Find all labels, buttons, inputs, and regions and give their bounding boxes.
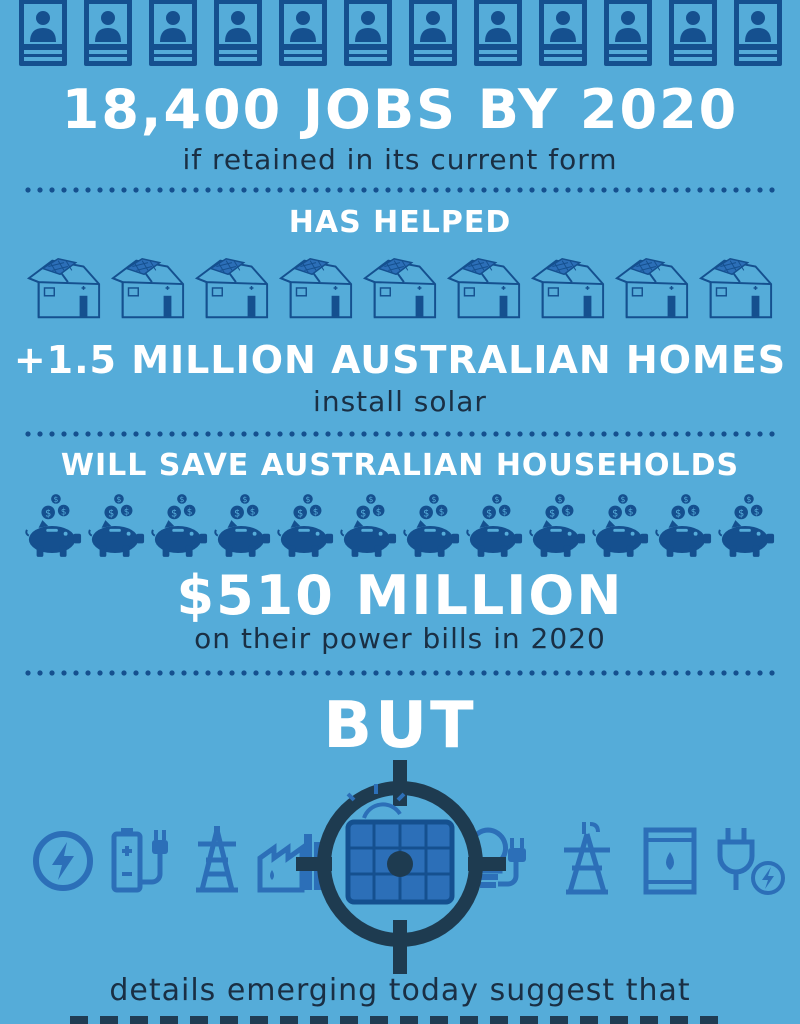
piggy-bank-icon: $$ $ [276,494,333,557]
id-badge-icon [278,0,327,66]
svg-text:$: $ [675,508,681,519]
solar-house-icon [278,257,353,319]
piggy-bank-icon: $$ $ [591,494,648,557]
solar-house-icon [194,257,269,319]
id-badge-icon [538,0,587,66]
piggy-bank-icon: $$ $ [87,494,144,557]
piggy-bank-icon: $$ $ [213,494,270,557]
piggy-bank-icon: $$ $ [654,494,711,557]
savings-caption: on their power bills in 2020 [194,622,606,655]
svg-text:$: $ [501,507,507,517]
savings-headline: $510 MILLION [176,564,624,627]
svg-text:$: $ [549,508,555,519]
svg-text:$: $ [690,507,696,517]
solar-house-icon [446,257,521,319]
svg-text:$: $ [423,508,429,519]
svg-text:$: $ [620,495,625,504]
dotted-divider [22,670,778,676]
piggy-bank-icon: $$ $ [528,494,585,557]
svg-text:$: $ [108,508,114,519]
svg-text:$: $ [116,495,121,504]
svg-text:$: $ [45,508,51,519]
svg-text:$: $ [753,507,759,517]
svg-text:$: $ [53,495,58,504]
id-badge-icon-row [0,0,800,68]
svg-text:$: $ [312,507,318,517]
target-solar-panel-icon [296,760,506,974]
dotted-divider [22,187,778,193]
svg-text:$: $ [234,508,240,519]
solar-house-icon [530,257,605,319]
svg-text:$: $ [494,495,499,504]
svg-text:$: $ [297,508,303,519]
id-badge-icon [473,0,522,66]
plug-lightning-icon [717,828,785,895]
id-badge-icon [148,0,197,66]
id-badge-icon [18,0,67,66]
solar-house-icon-row [0,254,800,320]
svg-text:$: $ [242,495,247,504]
id-badge-icon [343,0,392,66]
solar-house-icon [26,257,101,319]
piggy-bank-icon: $$ $ [339,494,396,557]
dotted-divider [22,431,778,437]
lightning-icon [33,831,93,891]
svg-text:$: $ [557,495,562,504]
svg-text:$: $ [186,507,192,517]
id-badge-icon [603,0,652,66]
power-pylon-icon [196,826,238,893]
piggy-bank-icon-row: $ $ $ $ $ $ $ $ $ $ $ $ $ $ $ $ $ $ $ $ $ $ $ $ $ $ $ $ $ $ $ $ $ $ $ $ [0,492,800,558]
solar-house-icon [362,257,437,319]
svg-text:$: $ [431,495,436,504]
svg-text:$: $ [564,507,570,517]
svg-text:$: $ [612,508,618,519]
battery-plug-icon [111,828,168,893]
piggy-bank-icon: $$ $ [465,494,522,557]
svg-text:$: $ [375,507,381,517]
piggy-bank-icon: $$ $ [717,494,774,557]
svg-text:$: $ [683,495,688,504]
savings-kicker: WILL SAVE AUSTRALIAN HOUSEHOLDS [60,448,740,483]
svg-text:$: $ [171,508,177,519]
but-caption: details emerging today suggest that [109,973,691,1008]
jobs-headline: 18,400 JOBS BY 2020 [61,78,739,141]
svg-text:$: $ [249,507,255,517]
svg-text:$: $ [368,495,373,504]
id-badge-icon [668,0,717,66]
id-badge-icon [733,0,782,66]
svg-text:$: $ [360,508,366,519]
homes-caption: install solar [313,385,487,418]
svg-text:$: $ [305,495,310,504]
jobs-caption: if retained in its current form [182,143,618,176]
id-badge-icon [83,0,132,66]
svg-text:$: $ [627,507,633,517]
homes-kicker: HAS HELPED [288,205,512,240]
svg-text:$: $ [738,508,744,519]
piggy-bank-icon: $$ $ [150,494,207,557]
solar-house-icon [110,257,185,319]
solar-house-icon [698,257,773,319]
svg-text:$: $ [486,508,492,519]
but-headline: BUT [323,689,477,763]
svg-text:$: $ [438,507,444,517]
id-badge-icon [213,0,262,66]
svg-text:$: $ [123,507,129,517]
svg-text:$: $ [60,507,66,517]
id-badge-icon [408,0,457,66]
svg-text:$: $ [746,495,751,504]
svg-text:$: $ [179,495,184,504]
cut-off-text-line [70,1016,730,1024]
piggy-bank-icon: $$ $ [24,494,81,557]
solar-house-icon [614,257,689,319]
oil-barrel-icon [643,827,697,895]
piggy-bank-icon: $$ $ [402,494,459,557]
oil-rig-icon [564,822,610,895]
homes-headline: +1.5 MILLION AUSTRALIAN HOMES [13,338,787,382]
